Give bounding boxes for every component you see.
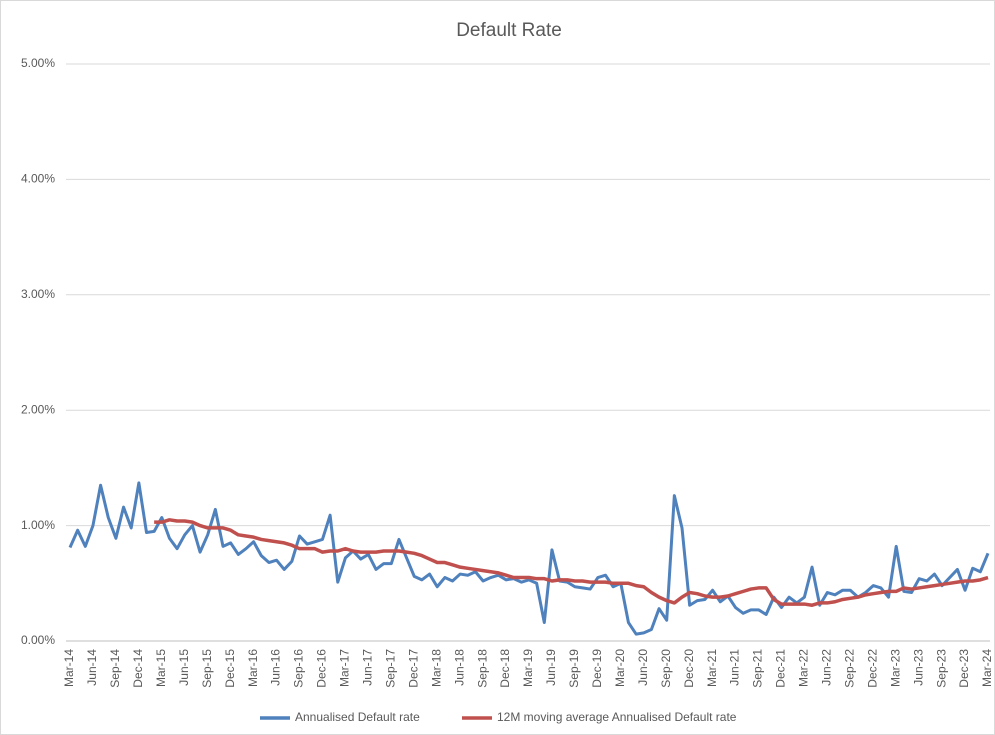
legend-label: 12M moving average Annualised Default ra… (497, 710, 737, 724)
x-tick-label: Jun-20 (636, 649, 650, 686)
x-tick-label: Jun-16 (269, 649, 283, 686)
x-tick-label: Mar-24 (980, 649, 994, 687)
x-tick-label: Dec-22 (865, 649, 879, 688)
x-tick-label: Dec-21 (774, 649, 788, 688)
x-tick-label: Mar-18 (429, 649, 443, 687)
x-tick-label: Jun-17 (361, 649, 375, 686)
x-tick-label: Dec-18 (498, 649, 512, 688)
x-tick-label: Jun-18 (452, 649, 466, 686)
series-line (154, 518, 989, 607)
x-tick-label: Sep-19 (567, 649, 581, 688)
y-tick-label: 1.00% (21, 518, 55, 532)
x-tick-label: Jun-23 (911, 649, 925, 686)
x-tick-label: Mar-21 (705, 649, 719, 687)
x-tick-label: Sep-16 (292, 649, 306, 688)
x-tick-label: Dec-17 (406, 649, 420, 688)
x-tick-label: Mar-23 (888, 649, 902, 687)
x-tick-label: Sep-22 (842, 649, 856, 688)
x-tick-label: Mar-14 (62, 649, 76, 687)
x-tick-label: Dec-23 (957, 649, 971, 688)
x-tick-label: Mar-22 (797, 649, 811, 687)
x-tick-label: Sep-23 (934, 649, 948, 688)
x-tick-label: Jun-19 (544, 649, 558, 686)
legend-label: Annualised Default rate (295, 710, 420, 724)
x-tick-label: Dec-15 (223, 649, 237, 688)
chart-title: Default Rate (456, 20, 562, 41)
x-tick-label: Dec-20 (682, 649, 696, 688)
x-tick-label: Mar-19 (521, 649, 535, 687)
x-tick-label: Dec-19 (590, 649, 604, 688)
x-tick-label: Dec-14 (131, 649, 145, 688)
y-tick-label: 5.00% (21, 56, 55, 70)
x-tick-label: Mar-20 (613, 649, 627, 687)
x-tick-label: Sep-14 (108, 649, 122, 688)
x-tick-label: Mar-15 (154, 649, 168, 687)
y-tick-label: 2.00% (21, 402, 55, 416)
x-tick-label: Sep-21 (751, 649, 765, 688)
x-tick-label: Mar-17 (338, 649, 352, 687)
x-tick-label: Jun-15 (177, 649, 191, 686)
y-tick-label: 4.00% (21, 172, 55, 186)
x-tick-label: Mar-16 (246, 649, 260, 687)
x-tick-label: Jun-14 (85, 649, 99, 686)
y-tick-label: 0.00% (21, 633, 55, 647)
y-tick-label: 3.00% (21, 287, 55, 301)
x-tick-label: Sep-17 (383, 649, 397, 688)
series-line (68, 481, 990, 636)
x-tick-label: Sep-15 (200, 649, 214, 688)
x-tick-label: Dec-16 (315, 649, 329, 688)
x-tick-label: Jun-21 (728, 649, 742, 686)
x-tick-label: Jun-22 (820, 649, 834, 686)
x-tick-label: Sep-18 (475, 649, 489, 688)
x-tick-label: Sep-20 (659, 649, 673, 688)
